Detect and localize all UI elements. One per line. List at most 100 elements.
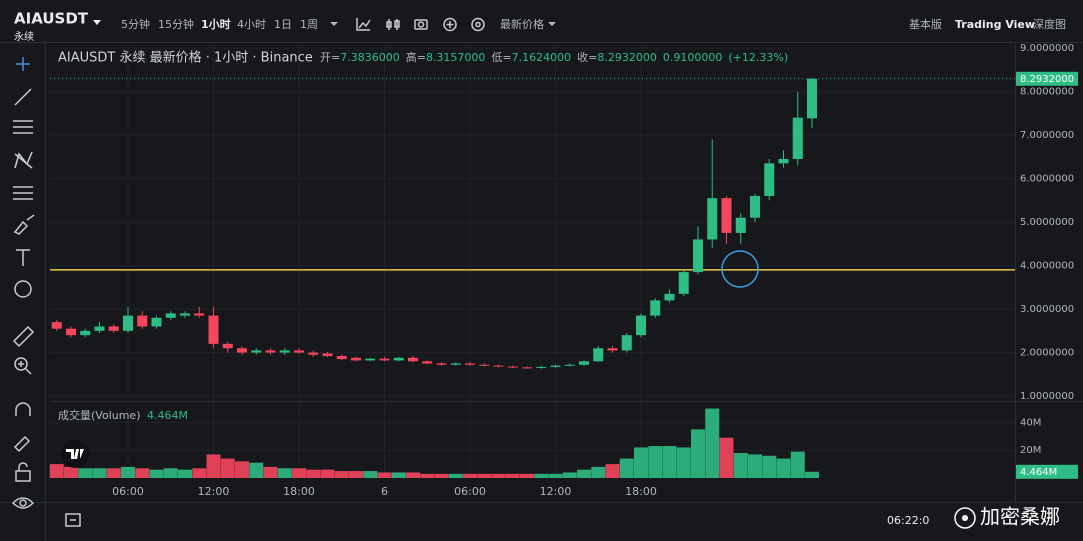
interval[interactable]: 1小时: [201, 17, 231, 31]
view-tab[interactable]: 深度图: [1033, 17, 1066, 31]
y-tick-label: 1.0000000: [1020, 391, 1074, 402]
view-tab[interactable]: 基本版: [909, 17, 942, 31]
plot: 1.0000000 2.0000000 3.0000000 4.0000000 5.00…: [49, 43, 1078, 498]
pattern-tool[interactable]: [14, 151, 33, 169]
volume-bar: [377, 472, 392, 478]
price-type[interactable]: 最新价格: [500, 17, 544, 31]
dropdown-caret[interactable]: [93, 20, 101, 25]
volume-bar: [391, 472, 406, 478]
candle-body: [564, 364, 575, 366]
add-icon[interactable]: [443, 17, 457, 32]
ohlc-value: 7.1624000: [512, 51, 572, 64]
candle-body: [66, 328, 76, 336]
volume-bar: [662, 446, 677, 478]
volume-bar: [434, 473, 449, 478]
candle-body: [251, 350, 262, 353]
volume-bar: [548, 473, 563, 478]
x-tick-label: 12:00: [198, 485, 230, 498]
channel-tool[interactable]: [13, 120, 33, 134]
lock-draw-tool[interactable]: [13, 435, 31, 453]
calendar-icon[interactable]: [65, 513, 81, 527]
interval[interactable]: 1周: [300, 18, 318, 31]
candle-body: [151, 317, 162, 327]
candle-body: [621, 335, 632, 351]
interval[interactable]: 4小时: [237, 18, 266, 31]
volume-bar: [163, 468, 178, 478]
candle-body: [208, 315, 219, 344]
volume-bar: [605, 464, 620, 478]
ohlc-label: 收=: [577, 50, 597, 64]
y-tick-label: 5.0000000: [1020, 217, 1074, 228]
candle-body: [764, 163, 775, 196]
ohlc-label: 低=: [491, 51, 511, 64]
volume-bar: [277, 468, 292, 478]
candle-body: [222, 343, 233, 349]
candle-body: [294, 350, 304, 353]
price-type-caret[interactable]: [548, 22, 556, 26]
fib-tool[interactable]: [13, 186, 33, 200]
top-toolbar: [0, 0, 1083, 42]
screenshot-icon[interactable]: [414, 19, 428, 30]
x-tick-label: 6: [381, 485, 388, 498]
volume-bar: [334, 471, 349, 478]
clock: 06:22:0: [887, 514, 929, 527]
candle-body: [479, 364, 490, 366]
last-price-label: 8.2932000: [1020, 74, 1074, 85]
last-volume-label: 4.464M: [1020, 467, 1057, 478]
volume-bar: [463, 473, 477, 478]
x-tick-label: 12:00: [540, 485, 572, 498]
volume-bar: [49, 464, 64, 478]
candle-body: [137, 315, 148, 327]
ruler-tool[interactable]: [12, 325, 35, 348]
volume-bar: [748, 454, 762, 478]
volume-bar: [78, 468, 93, 478]
candle-body: [379, 358, 390, 361]
ohlc-legend: 开=7.3836000 高=8.3157000 低=7.1624000 收=8.293…: [320, 50, 788, 64]
candle-body: [336, 356, 347, 360]
indicator-icon[interactable]: [356, 18, 371, 31]
candle-body: [664, 293, 675, 301]
candle-body: [507, 366, 518, 368]
candle-body: [636, 315, 646, 336]
visibility-tool[interactable]: [11, 497, 35, 509]
interval[interactable]: 1日: [274, 18, 292, 31]
lock-tool[interactable]: [15, 470, 31, 482]
volume-bar: [733, 453, 748, 478]
symbol[interactable]: AIAUSDT: [14, 10, 89, 28]
candle-body: [778, 158, 789, 164]
candle-body: [422, 361, 433, 364]
text-tool[interactable]: [16, 249, 30, 266]
line-tool[interactable]: [14, 88, 32, 106]
zoom-tool[interactable]: [14, 357, 28, 371]
emoji-tool[interactable]: [14, 280, 32, 298]
brush-tool[interactable]: [13, 214, 35, 235]
volume-bar: [477, 473, 492, 478]
more-caret[interactable]: [330, 22, 338, 26]
volume-bar: [491, 473, 506, 478]
interval[interactable]: 15分钟: [158, 17, 194, 31]
candle-body: [465, 363, 475, 365]
volume-bar: [249, 462, 264, 478]
volume-bar: [691, 429, 705, 478]
interval[interactable]: 5分钟: [121, 17, 150, 31]
left-toolbar: [11, 57, 35, 509]
volume-bar: [64, 466, 78, 478]
volume-bar: [705, 408, 720, 478]
volume-bar: [520, 473, 534, 478]
candle-body: [550, 365, 561, 367]
volume-bar: [235, 461, 249, 478]
last-volume-box: [1016, 464, 1078, 479]
volume-bar: [306, 469, 321, 478]
volume-bar: [448, 473, 463, 478]
volume-bar: [406, 472, 420, 478]
candle-body: [165, 313, 176, 318]
crosshair-tool[interactable]: [16, 57, 30, 71]
change-pct: (+12.33%): [728, 51, 788, 64]
view-tab[interactable]: Trading View: [955, 18, 1035, 31]
candle-body: [108, 326, 119, 331]
settings-icon[interactable]: [471, 17, 485, 32]
volume-bar: [648, 446, 663, 478]
magnet-tool[interactable]: [15, 402, 31, 416]
chart-type-icon[interactable]: [386, 19, 400, 30]
